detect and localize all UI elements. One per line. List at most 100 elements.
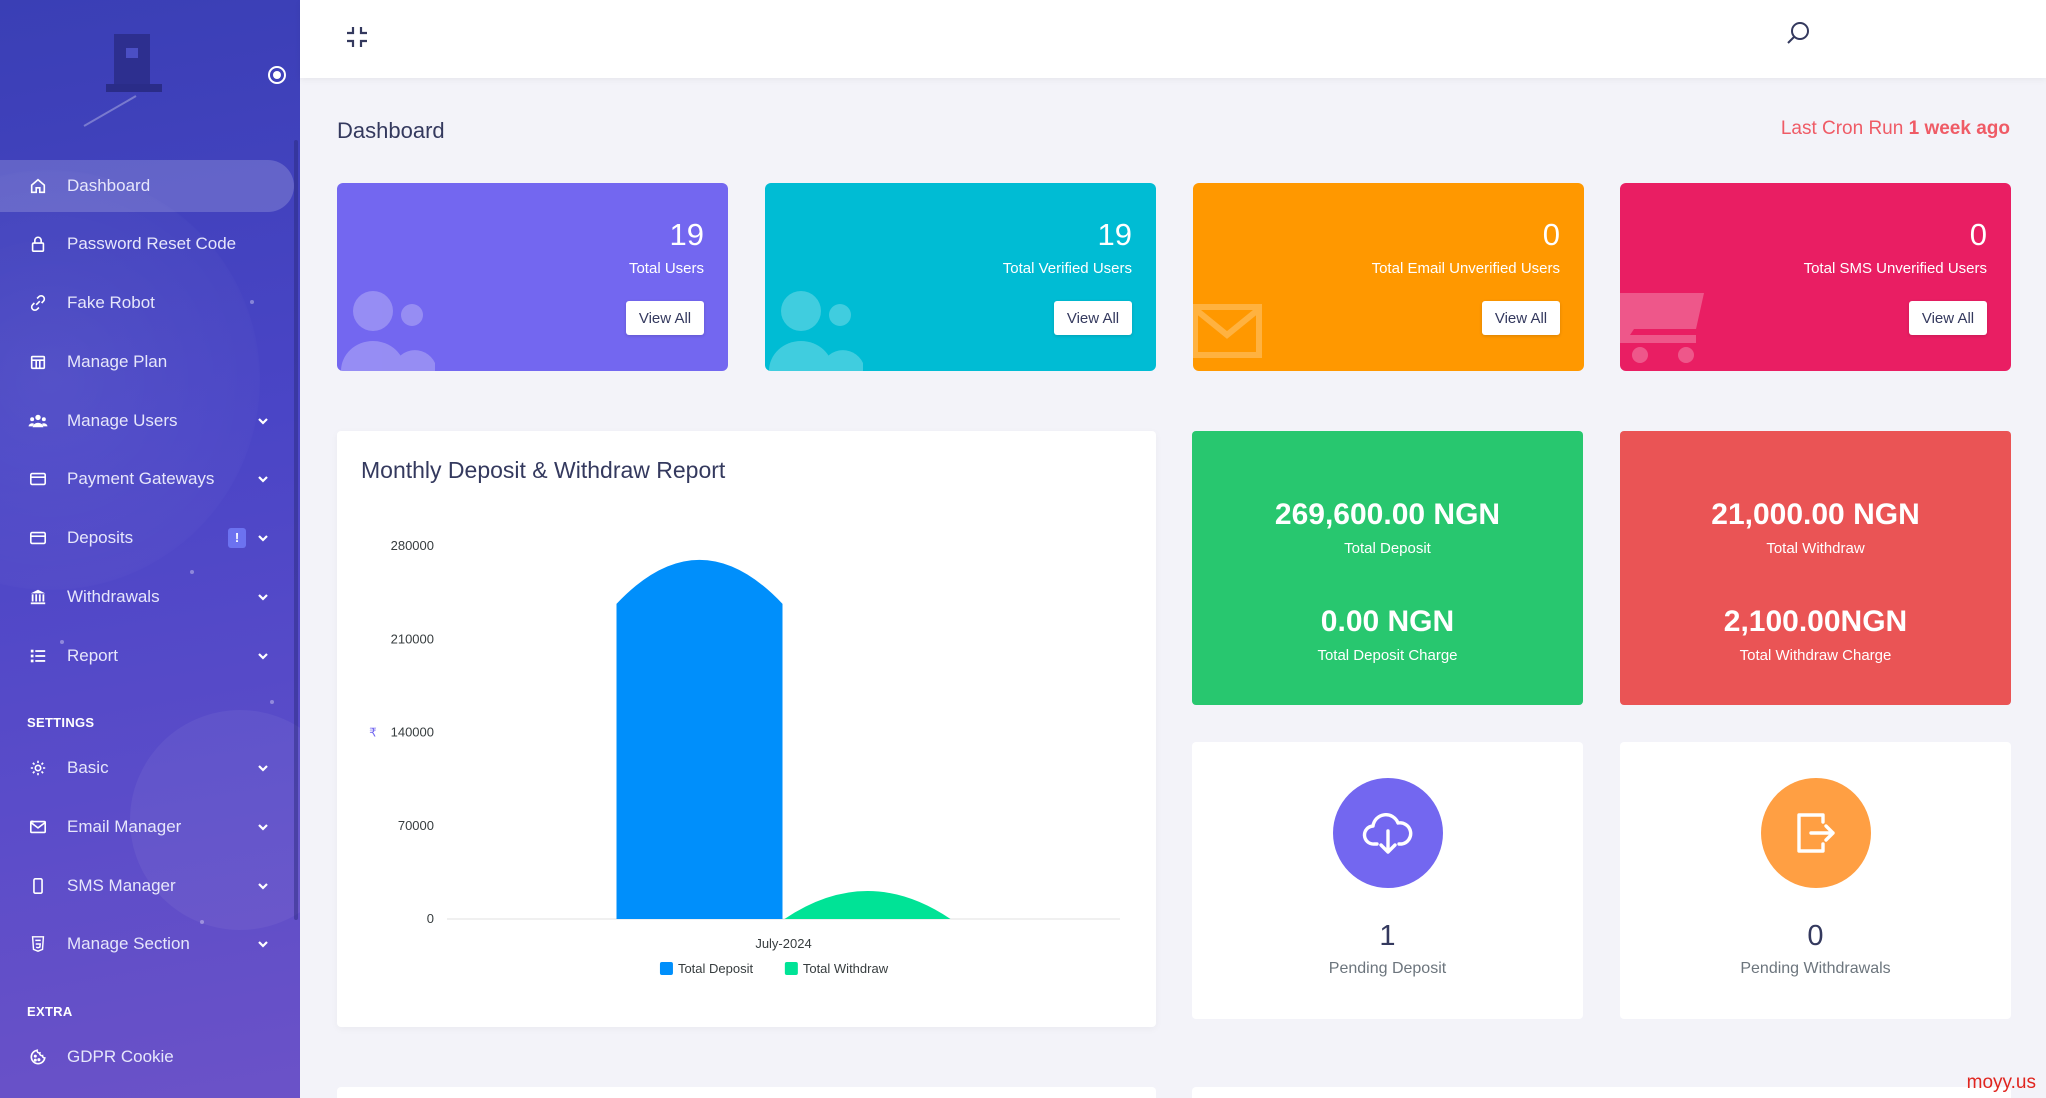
fullscreen-exit-icon[interactable] <box>344 24 370 50</box>
chart-title: Monthly Deposit & Withdraw Report <box>361 457 726 483</box>
sidebar-decoration <box>270 700 274 704</box>
cookie-icon <box>28 1047 48 1067</box>
gear-icon <box>28 758 48 778</box>
sidebar-scrollbar[interactable] <box>294 140 298 920</box>
cron-value: 1 week ago <box>1908 118 2010 139</box>
stat-card-email-unverified: 0 Total Email Unverified Users View All <box>1193 183 1584 371</box>
sidebar-decoration <box>130 710 300 930</box>
total-withdraw-value: 21,000.00 NGN <box>1711 498 1920 531</box>
sidebar-item-manage-section[interactable]: Manage Section <box>0 918 294 970</box>
sidebar-item-dashboard[interactable]: Dashboard <box>0 160 294 212</box>
stat-value: 0 <box>1969 217 1987 252</box>
cron-label: Last Cron Run <box>1780 118 1904 139</box>
credit-card-icon <box>28 469 48 489</box>
chevron-down-icon <box>258 535 268 542</box>
sidebar-item-deposits[interactable]: Deposits ! <box>0 512 294 564</box>
view-all-button[interactable]: View All <box>1054 301 1132 335</box>
pending-deposit-badge <box>1333 778 1443 888</box>
sidebar-decoration <box>83 95 137 127</box>
legend-marker <box>784 962 798 975</box>
sidebar-item-label: Manage Plan <box>67 352 168 371</box>
page-title: Dashboard <box>337 118 445 143</box>
pending-withdrawals-count: 0 <box>1807 920 1824 952</box>
html5-icon <box>28 934 48 954</box>
total-withdraw-label: Total Withdraw <box>1766 540 1865 557</box>
home-icon <box>28 176 48 196</box>
chevron-down-icon <box>258 765 268 772</box>
stat-value: 19 <box>669 217 704 252</box>
pending-deposit-count: 1 <box>1379 920 1396 952</box>
sidebar-item-manage-users[interactable]: Manage Users <box>0 395 294 447</box>
sidebar-item-email-manager[interactable]: Email Manager <box>0 801 294 853</box>
sidebar-decoration <box>250 300 254 304</box>
pending-withdrawals-label: Pending Withdrawals <box>1740 960 1891 977</box>
chevron-down-icon <box>258 941 268 948</box>
sidebar-item-report[interactable]: Report <box>0 630 294 682</box>
sidebar-item-label: SMS Manager <box>67 876 176 895</box>
sidebar-item-label: Password Reset Code <box>67 234 237 253</box>
stat-label: Total Email Unverified Users <box>1371 260 1560 277</box>
y-tick-label: 70000 <box>398 818 434 833</box>
logo[interactable] <box>106 34 162 94</box>
sidebar-decoration <box>190 570 194 574</box>
sidebar-item-label: Withdrawals <box>67 587 160 606</box>
sidebar-item-password-reset-code[interactable]: Password Reset Code <box>0 218 294 270</box>
sidebar-item-label: Manage Section <box>67 934 190 953</box>
sidebar: Dashboard Password Reset Code Fake Robot… <box>0 0 300 1098</box>
mobile-icon <box>28 876 48 896</box>
users-icon <box>769 291 863 371</box>
sidebar-decoration <box>200 920 204 924</box>
sidebar-toggle-icon[interactable] <box>268 66 286 84</box>
pending-deposit-label: Pending Deposit <box>1328 960 1447 977</box>
chevron-down-icon <box>258 418 268 425</box>
pending-deposit-card[interactable]: 1 Pending Deposit <box>1192 742 1583 1019</box>
last-cron-run: Last Cron Run 1 week ago <box>1781 118 2010 140</box>
legend-label: Total Withdraw <box>803 961 889 976</box>
sidebar-item-fake-robot[interactable]: Fake Robot <box>0 277 294 329</box>
credit-card-icon <box>28 528 48 548</box>
sidebar-section-settings: SETTINGS <box>27 715 95 730</box>
stat-value: 0 <box>1542 217 1560 252</box>
view-all-button[interactable]: View All <box>1909 301 1987 335</box>
users-icon <box>341 291 435 371</box>
stat-label: Total Users <box>628 260 704 277</box>
total-deposit-charge-value: 0.00 NGN <box>1320 605 1455 638</box>
bar-total-deposit <box>616 559 783 919</box>
y-tick-label: 140000 <box>391 725 434 740</box>
list-icon <box>28 646 48 666</box>
total-withdraw-card: 21,000.00 NGN Total Withdraw 2,100.00NGN… <box>1620 431 2011 705</box>
total-deposit-card: 269,600.00 NGN Total Deposit 0.00 NGN To… <box>1192 431 1583 705</box>
lock-icon <box>28 234 48 254</box>
sidebar-item-sms-manager[interactable]: SMS Manager <box>0 860 294 912</box>
sidebar-item-payment-gateways[interactable]: Payment Gateways <box>0 453 294 505</box>
total-deposit-value: 269,600.00 NGN <box>1274 498 1501 531</box>
sidebar-item-label: Fake Robot <box>67 293 155 312</box>
plan-icon <box>28 352 48 372</box>
sidebar-item-gdpr-cookie[interactable]: GDPR Cookie <box>0 1031 294 1083</box>
link-icon <box>28 293 48 313</box>
sidebar-item-label: Basic <box>67 758 109 777</box>
sidebar-item-manage-plan[interactable]: Manage Plan <box>0 336 294 388</box>
cloud-download-icon <box>1362 813 1413 854</box>
stat-label: Total SMS Unverified Users <box>1803 260 1987 277</box>
y-tick-label: 0 <box>427 911 434 926</box>
bottom-card <box>337 1087 1156 1098</box>
sidebar-item-basic[interactable]: Basic <box>0 742 294 794</box>
total-deposit-label: Total Deposit <box>1344 540 1431 557</box>
chevron-down-icon <box>258 824 268 831</box>
sign-out-icon <box>1797 813 1835 853</box>
chevron-down-icon <box>258 594 268 601</box>
pending-withdrawals-card[interactable]: 0 Pending Withdrawals <box>1620 742 2011 1019</box>
stat-card-total-users: 19 Total Users View All <box>337 183 728 371</box>
top-navbar <box>300 0 2046 78</box>
view-all-button[interactable]: View All <box>626 301 704 335</box>
envelope-icon <box>1193 304 1262 358</box>
sidebar-item-withdrawals[interactable]: Withdrawals <box>0 571 294 623</box>
chevron-down-icon <box>258 653 268 660</box>
bank-icon <box>28 587 48 607</box>
sidebar-item-label: Manage Users <box>67 411 178 430</box>
sidebar-item-label: Payment Gateways <box>67 469 215 488</box>
view-all-button[interactable]: View All <box>1482 301 1560 335</box>
search-icon[interactable] <box>1784 20 1812 48</box>
sidebar-item-label: Deposits <box>67 528 134 547</box>
